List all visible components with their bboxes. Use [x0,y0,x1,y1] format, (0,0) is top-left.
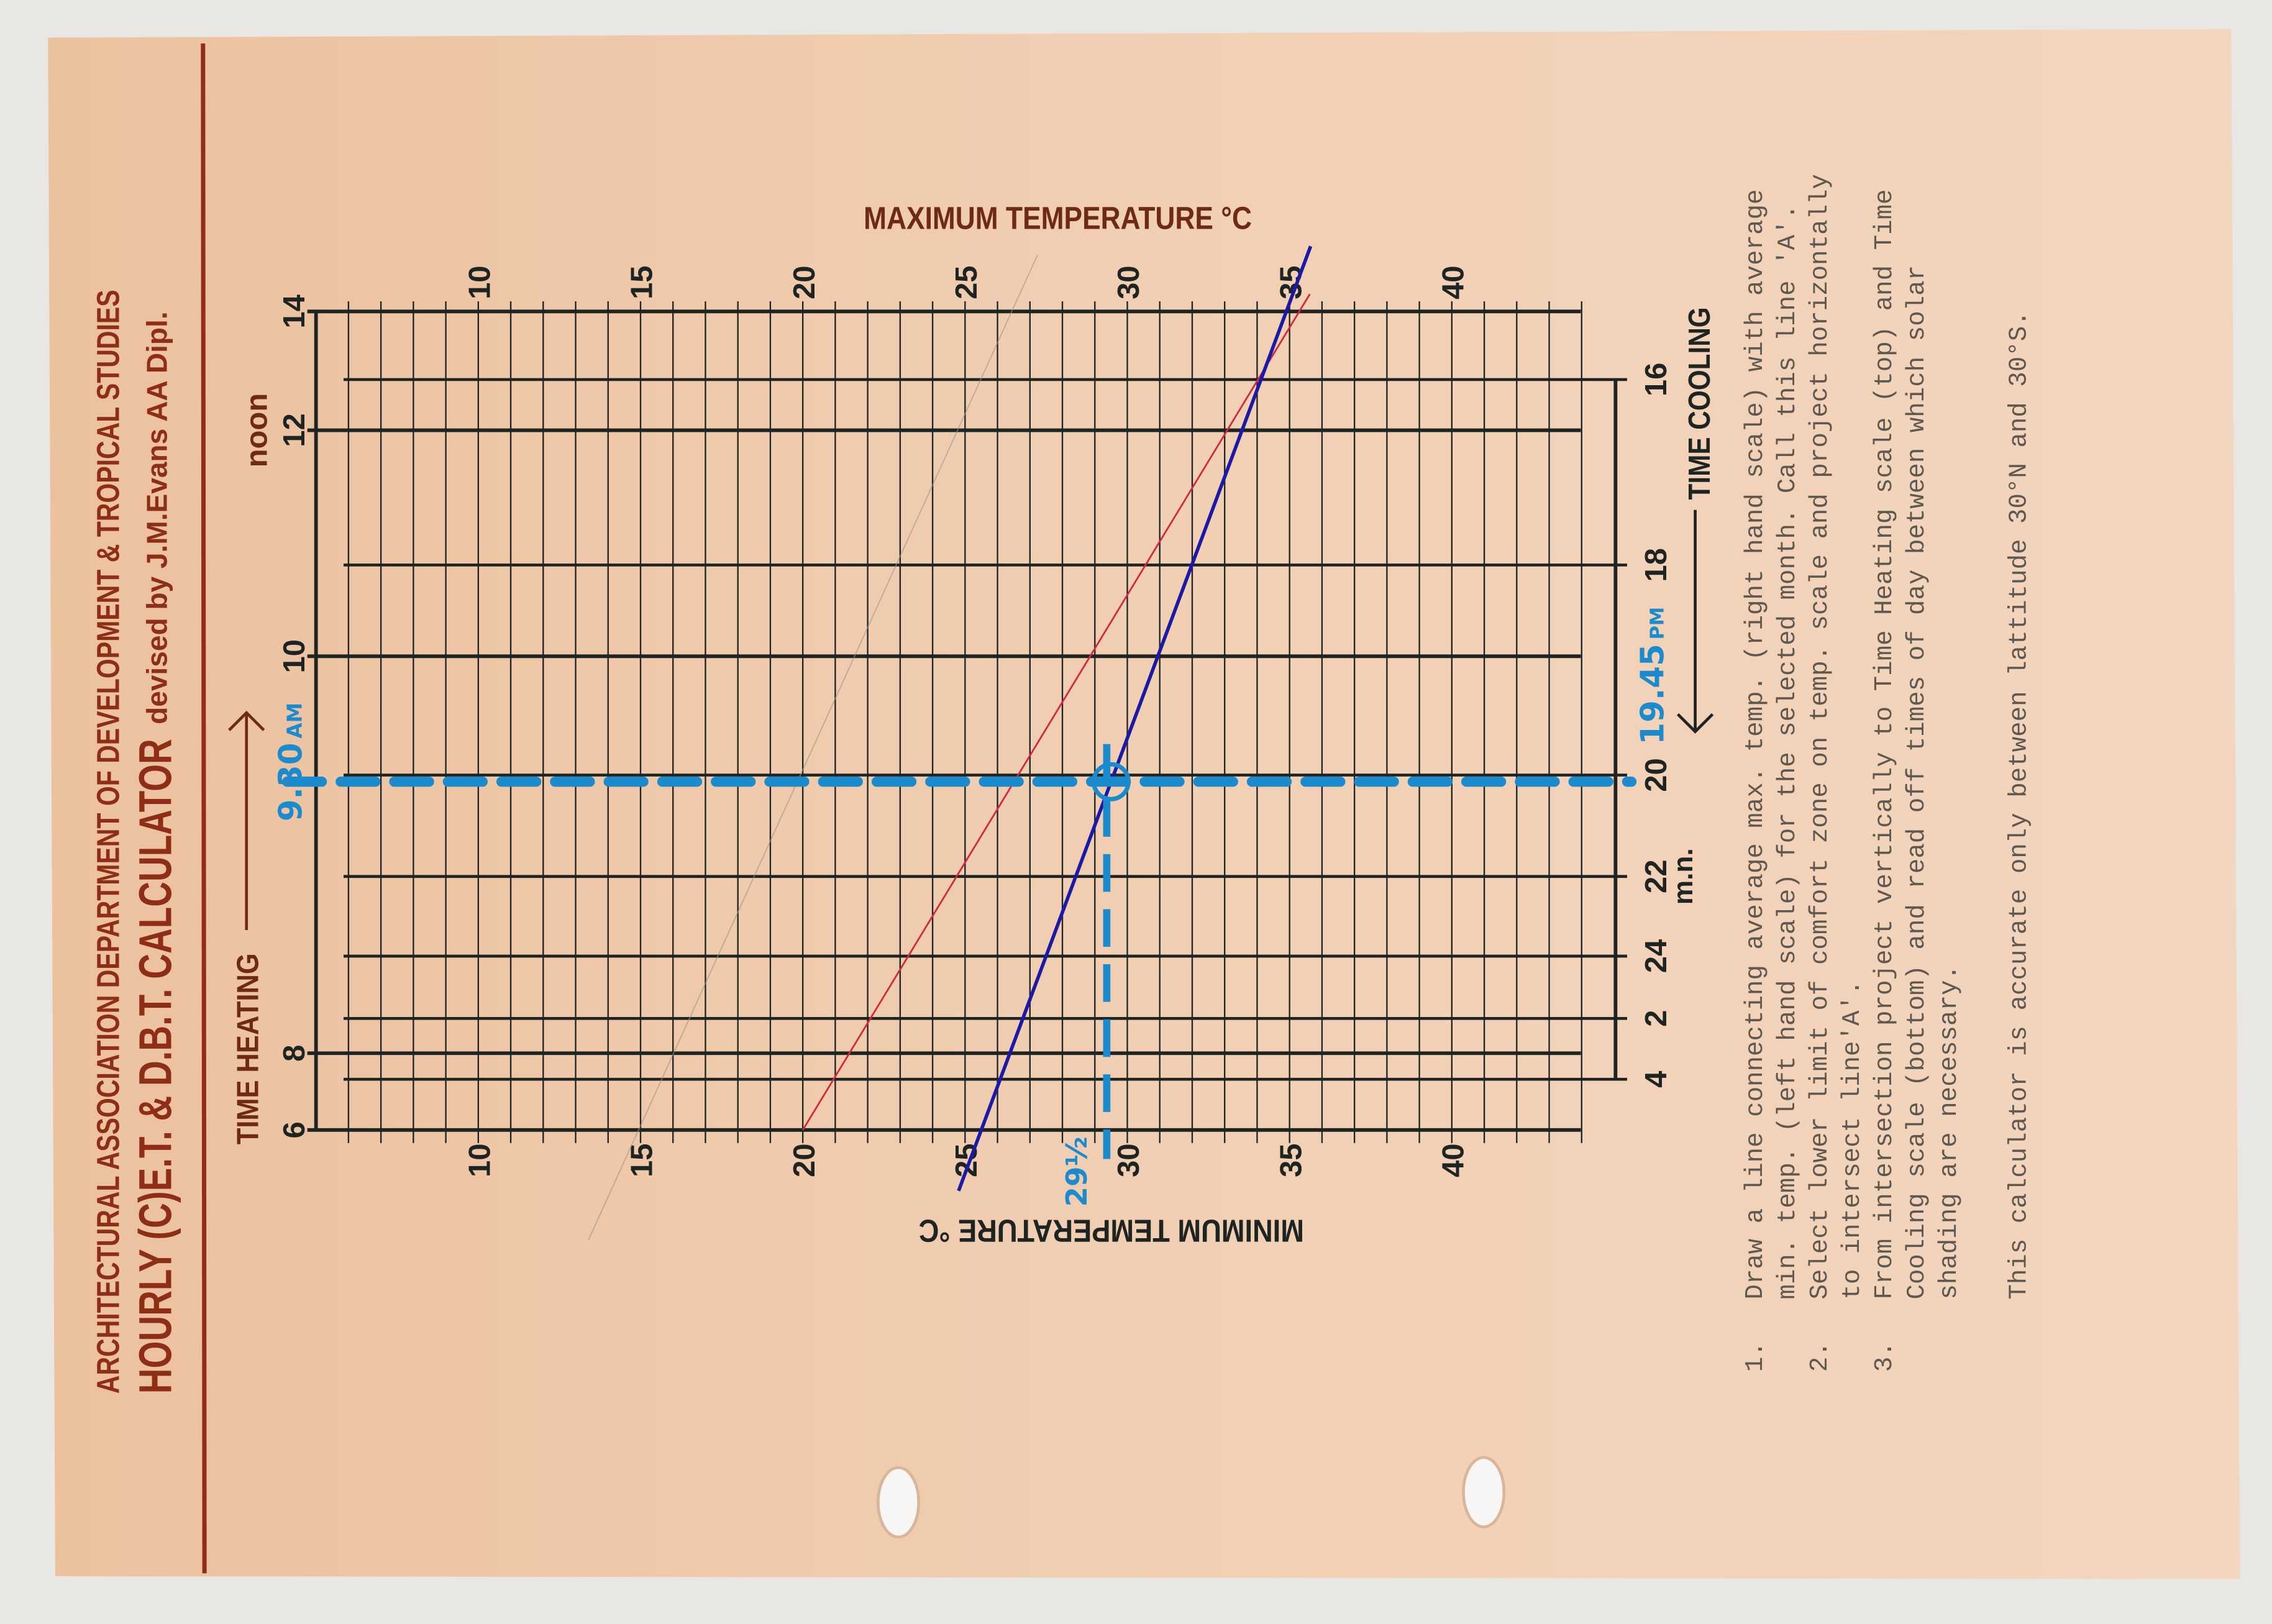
min-temp-tick-label: 10 [463,1144,496,1177]
cooling-hour-label: 18 [1640,548,1673,582]
cooling-time-annotation: 19.45 PM [1634,607,1671,745]
time-cooling-label: TIME COOLING [1683,307,1717,500]
instruction-line: shading are necessary. [1935,965,1964,1300]
cooling-hour-label: 22 [1640,860,1673,893]
byline: devised by J.M.Evans AA Dipl. [140,311,173,724]
max-temp-tick-label: 40 [1436,265,1470,299]
pencil-guide-line [588,255,1038,1241]
heating-time-annotation: 9.30 AM [272,703,309,821]
max-temp-axis-title: MAXIMUM TEMPERATURE °C [864,200,1252,235]
instruction-line: From intersection project vertically to … [1871,189,1899,1299]
min-temp-tick-label: 20 [788,1144,821,1177]
punch-hole [877,1466,921,1539]
min-temp-tick-label: 30 [1112,1144,1146,1177]
min-temp-tick-label: 40 [1436,1144,1470,1177]
instruction-line: min. temp. (left hand scale) for the sel… [1774,204,1802,1300]
calculator-title: HOURLY (C)E.T. & D.B.T. CALCULATOR [129,739,181,1394]
instructions: 1. Draw a line connecting average max. te… [1741,174,1964,1372]
cooling-hour-label: 24 [1640,939,1673,973]
instruction-line: Cooling scale (bottom) and read off time… [1903,265,1932,1300]
institution-title: ARCHITECTURAL ASSOCIATION DEPARTMENT OF … [91,290,126,1394]
heating-arrow-head-icon [228,710,265,731]
cooling-hour-label: 4 [1640,1071,1673,1088]
max-temp-tick-label: 30 [1112,265,1146,299]
heating-time: 9.30 [272,743,309,822]
blue-temperature-line [957,245,1313,1192]
instruction-line: to intersect line'A'. [1838,980,1867,1300]
cooling-hour-label: 16 [1640,363,1673,396]
max-temp-tick-label: 20 [788,265,821,299]
latitude-note: This calculator is accurate only between… [2005,311,2033,1299]
instruction-number: 3. [1871,1341,1899,1372]
red-line-a [801,293,1311,1131]
instruction-number: 1. [1741,1341,1770,1372]
heating-hour-label: 6 [278,1121,311,1138]
heating-suffix: AM [283,703,306,739]
cooling-hour-label: 2 [1640,1010,1673,1027]
intersection-marker [1091,762,1131,801]
instruction-line: Draw a line connecting average max. temp… [1741,189,1770,1299]
nomogram-grid [307,301,1627,1143]
min-temp-axis-title: MINIMUM TEMPERATURE °C [919,1213,1304,1248]
cooling-arrow-head-icon [1676,713,1714,734]
heating-hour-label: 14 [278,294,311,328]
margin-rule [201,43,207,1574]
max-temp-tick-label: 15 [626,265,659,299]
noon-label: noon [240,393,273,468]
midnight-label: m.n. [1668,848,1699,905]
comfort-limit-annotation: 29½ [1060,1136,1093,1207]
paper [48,29,2240,1579]
max-temp-tick-label: 25 [950,265,983,299]
cooling-hour-label: 20 [1640,758,1673,791]
min-temp-tick-label: 15 [626,1144,659,1177]
punch-hole [1462,1456,1506,1529]
instruction-number: 2. [1806,1341,1835,1372]
scale-labels: 1412108616182022242410101515202025253030… [278,265,1673,1177]
heating-hour-label: 12 [278,413,311,447]
heating-hour-label: 8 [278,1045,311,1062]
cooling-suffix: PM [1646,607,1668,639]
plot-lines [281,245,1637,1192]
max-temp-tick-label: 10 [463,265,496,299]
cooling-time: 19.45 [1634,644,1671,744]
min-temp-tick-label: 35 [1274,1144,1308,1177]
time-heating-label: TIME HEATING [231,953,265,1144]
heating-hour-label: 10 [278,639,311,673]
instruction-line: Select lower limit of comfort zone on te… [1806,174,1835,1300]
